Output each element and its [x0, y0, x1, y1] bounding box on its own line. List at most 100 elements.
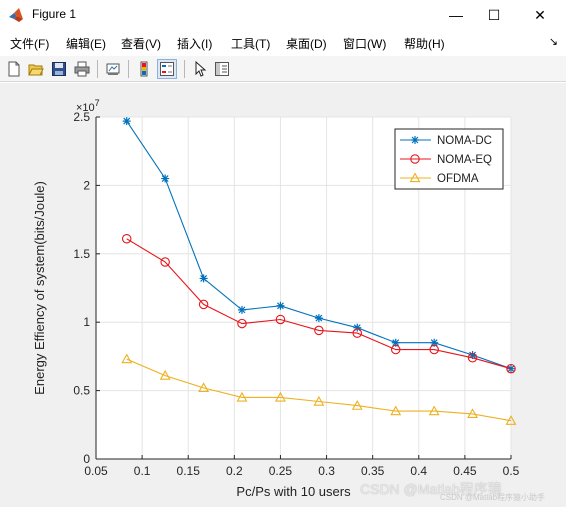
data-point[interactable]	[236, 391, 248, 402]
menu-help[interactable]: 帮助(H)	[404, 37, 445, 51]
data-point[interactable]	[507, 364, 515, 373]
legend-marker[interactable]	[411, 136, 419, 144]
menu-view[interactable]: 查看(V)	[121, 37, 161, 51]
data-point[interactable]	[467, 408, 478, 419]
y-exponent-label: ×107	[76, 98, 100, 114]
legend-entry[interactable]: NOMA-EQ	[437, 154, 492, 166]
legend[interactable]: NOMA-DC NOMA-EQ OFDMA	[394, 128, 504, 190]
menu-edit[interactable]: 编辑(E)	[66, 37, 106, 51]
line-chart[interactable]: 0.05 0.1 0.15 0.2 0.25 0.3 0.35 0.4 0.45 0.5 0 0.5…	[0, 83, 566, 507]
axes-frame	[95, 116, 512, 460]
y-tick-label: 0	[83, 452, 90, 466]
toolbar-separator	[184, 60, 185, 78]
watermark: CSDN @Matlab程序猿	[360, 481, 502, 497]
data-point[interactable]	[159, 369, 171, 380]
data-point[interactable]	[391, 338, 400, 347]
series-ofdma	[121, 353, 517, 425]
series-line[interactable]	[126, 358, 512, 422]
figure-canvas: 0.05 0.1 0.15 0.2 0.25 0.3 0.35 0.4 0.45 0.5 0 0.5…	[0, 83, 566, 507]
open-file-icon[interactable]	[26, 59, 46, 79]
data-point[interactable]	[199, 274, 208, 283]
y-tick-label: 0.5	[73, 384, 90, 398]
x-tick-label: 0.15	[177, 464, 201, 478]
data-point[interactable]	[467, 353, 478, 363]
new-figure-icon[interactable]	[4, 59, 24, 79]
minimize-button[interactable]: —	[449, 7, 463, 23]
x-tick-labels: 0.05 0.1 0.15 0.2 0.25 0.3 0.35 0.4 0.45 0.5	[84, 464, 519, 478]
data-point[interactable]	[275, 314, 286, 325]
data-point[interactable]	[468, 351, 477, 360]
legend-entry[interactable]: OFDMA	[437, 173, 479, 185]
toolbar-separator	[97, 60, 98, 78]
x-axis-label: Pc/Ps with 10 users	[236, 484, 351, 499]
menu-bar: 文件(F) 编辑(E) 查看(V) 插入(I) 工具(T) 桌面(D) 窗口(W…	[0, 32, 566, 54]
y-exponent-base: ×10	[76, 102, 95, 114]
data-point[interactable]	[160, 257, 170, 267]
edit-plot-arrow-icon[interactable]	[190, 59, 210, 79]
data-point[interactable]	[314, 314, 323, 323]
menu-window[interactable]: 窗口(W)	[343, 37, 387, 51]
data-point[interactable]	[161, 174, 170, 183]
data-point[interactable]	[122, 117, 131, 126]
y-tick-label: 1	[83, 315, 90, 329]
colorbar-icon[interactable]	[134, 59, 154, 79]
title-bar: Figure 1 — ☐ ✕	[0, 0, 566, 30]
legend-marker[interactable]	[409, 172, 421, 183]
y-axis-label: Energy Effiency of system(bits/Joule)	[32, 181, 47, 395]
matlab-icon	[9, 8, 23, 22]
data-point[interactable]	[121, 353, 133, 364]
print-icon[interactable]	[72, 59, 92, 79]
data-point[interactable]	[121, 234, 132, 244]
data-point[interactable]	[313, 395, 325, 406]
data-point[interactable]	[198, 382, 210, 393]
x-tick-label: 0.35	[361, 464, 385, 478]
x-tick-label: 0.1	[134, 464, 151, 478]
x-tick-label: 0.3	[318, 464, 335, 478]
series-layer	[121, 117, 517, 425]
series-line[interactable]	[126, 238, 512, 370]
data-point[interactable]	[390, 405, 402, 416]
property-editor-icon[interactable]	[212, 59, 232, 79]
maximize-button[interactable]: ☐	[487, 6, 501, 23]
menu-overflow-icon[interactable]: ↘	[548, 36, 558, 48]
data-point[interactable]	[428, 405, 440, 416]
data-point[interactable]	[276, 301, 285, 310]
data-point[interactable]	[390, 344, 401, 355]
data-point[interactable]	[237, 305, 246, 314]
menu-file[interactable]: 文件(F)	[10, 37, 50, 51]
data-point[interactable]	[198, 299, 209, 310]
link-plot-icon[interactable]	[103, 59, 123, 79]
data-point[interactable]	[275, 391, 286, 402]
data-point[interactable]	[430, 338, 439, 347]
data-point[interactable]	[352, 328, 363, 338]
y-tick-label: 2	[83, 178, 90, 192]
data-point[interactable]	[314, 325, 324, 336]
y-tick-labels: 0 0.5 1 1.5 2 2.5	[73, 110, 90, 466]
series-noma-eq	[121, 234, 516, 374]
close-button[interactable]: ✕	[534, 6, 546, 23]
legend-entry[interactable]: NOMA-DC	[437, 135, 492, 147]
toolbar	[0, 56, 566, 82]
x-tick-label: 0.4	[410, 464, 427, 478]
y-exponent-power: 7	[95, 98, 100, 108]
data-point[interactable]	[506, 363, 516, 374]
x-tick-label: 0.5	[503, 464, 520, 478]
data-point[interactable]	[237, 318, 247, 329]
x-tick-label: 0.45	[453, 464, 477, 478]
x-tick-label: 0.2	[226, 464, 243, 478]
menu-desktop[interactable]: 桌面(D)	[286, 37, 327, 51]
y-tick-label: 2.5	[73, 110, 90, 124]
save-icon[interactable]	[49, 59, 69, 79]
menu-tools[interactable]: 工具(T)	[231, 37, 271, 51]
legend-marker[interactable]	[410, 154, 420, 164]
data-point[interactable]	[351, 400, 363, 410]
x-tick-label: 0.05	[84, 464, 108, 478]
legend-icon[interactable]	[157, 59, 177, 79]
data-point[interactable]	[353, 323, 362, 332]
toolbar-separator	[128, 60, 129, 78]
y-tick-label: 1.5	[73, 247, 90, 261]
series-noma-dc	[122, 117, 515, 373]
menu-insert[interactable]: 插入(I)	[177, 37, 213, 51]
data-point[interactable]	[429, 344, 439, 355]
data-point[interactable]	[505, 415, 517, 425]
